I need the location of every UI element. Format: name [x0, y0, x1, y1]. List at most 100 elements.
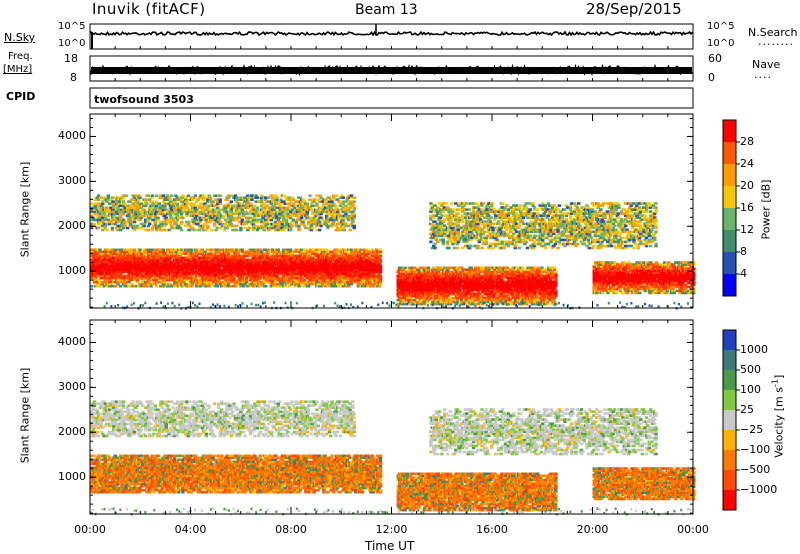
echo-cell	[279, 284, 283, 288]
echo-cell	[203, 212, 207, 216]
echo-cell	[207, 284, 211, 288]
echo-cell	[125, 278, 130, 282]
echo-cell	[116, 258, 120, 262]
echo-cell	[426, 266, 431, 270]
echo-cell	[305, 254, 309, 258]
echo-cell	[156, 206, 160, 210]
echo-cell	[271, 206, 275, 210]
echo-cell	[215, 206, 220, 210]
echo-cell	[273, 280, 278, 284]
echo-cell	[130, 198, 134, 201]
echo-cell	[105, 284, 109, 288]
echo-cell	[167, 208, 171, 212]
echo-cell	[214, 258, 218, 262]
echo-cell	[228, 206, 232, 210]
echo-cell	[353, 262, 358, 266]
echo-cell	[120, 224, 124, 228]
echo-cell	[235, 204, 239, 208]
echo-cell	[137, 274, 141, 278]
echo-cell	[160, 210, 164, 214]
echo-cell	[213, 210, 217, 214]
echo-cell	[273, 254, 278, 258]
echo-cell	[293, 258, 297, 262]
echo-cell	[356, 280, 361, 284]
echo-cell	[229, 200, 233, 203]
echo-cell	[113, 284, 117, 288]
echo-cell	[226, 204, 231, 208]
echo-cell	[323, 278, 327, 282]
echo-cell	[146, 282, 151, 286]
echo-cell	[120, 248, 124, 252]
echo-cell	[283, 258, 287, 262]
echo-cell	[337, 284, 341, 288]
echo-cell	[239, 284, 243, 288]
echo-cell	[265, 252, 269, 256]
echo-cell	[334, 276, 338, 280]
echo-cell	[204, 218, 209, 222]
echo-cell	[146, 218, 151, 222]
echo-cell	[188, 272, 192, 276]
echo-cell	[178, 208, 182, 212]
echo-cell	[146, 194, 151, 197]
echo-cell	[159, 220, 163, 224]
echo-cell	[135, 276, 139, 280]
echo-cell	[121, 280, 126, 284]
echo-cell	[329, 250, 333, 254]
echo-cell	[219, 274, 224, 278]
echo-cell	[92, 210, 97, 214]
echo-cell	[210, 202, 214, 206]
echo-cell	[235, 196, 239, 199]
echo-cell	[301, 284, 305, 288]
echo-cell	[322, 262, 326, 266]
echo-cell	[352, 206, 356, 210]
echo-cell	[214, 220, 218, 224]
echo-cell	[161, 222, 166, 226]
echo-cell	[178, 210, 182, 214]
echo-cell	[159, 204, 163, 208]
echo-cell	[143, 204, 148, 208]
echo-cell	[265, 222, 269, 226]
echo-cell	[195, 200, 199, 203]
echo-cell	[229, 254, 233, 258]
echo-cell	[311, 282, 315, 286]
echo-cell	[175, 260, 180, 264]
echo-cell	[320, 282, 325, 286]
echo-cell	[175, 202, 180, 206]
echo-cell	[269, 282, 273, 286]
echo-cell	[373, 256, 377, 260]
echo-cell	[171, 210, 175, 214]
echo-cell	[224, 208, 228, 212]
echo-cell	[371, 270, 376, 274]
echo-cell	[231, 204, 235, 208]
echo-cell	[246, 200, 250, 203]
echo-cell	[192, 272, 196, 276]
echo-cell	[103, 226, 108, 230]
echo-cell	[214, 282, 218, 286]
echo-cell	[112, 218, 116, 222]
echo-cell	[135, 224, 139, 228]
echo-cell	[301, 268, 305, 272]
echo-cell	[266, 228, 271, 232]
echo-cell	[244, 220, 249, 224]
echo-cell	[201, 224, 206, 228]
echo-cell	[345, 268, 349, 272]
echo-cell	[365, 248, 369, 252]
echo-cell	[193, 216, 197, 220]
echo-cell	[218, 220, 222, 224]
echo-cell	[329, 258, 333, 262]
echo-cell	[207, 282, 211, 286]
echo-cell	[255, 254, 260, 258]
echo-cell	[322, 268, 326, 272]
echo-cell	[108, 272, 112, 276]
echo-cell	[106, 196, 110, 199]
echo-cell	[261, 226, 265, 230]
echo-cell	[170, 250, 174, 254]
echo-cell	[226, 278, 231, 282]
echo-cell	[142, 222, 146, 226]
echo-cell	[127, 266, 131, 270]
echo-cell	[355, 250, 359, 254]
echo-cell	[117, 224, 121, 228]
echo-cell	[243, 258, 247, 262]
echo-cell	[365, 254, 369, 258]
echo-cell	[251, 284, 256, 288]
